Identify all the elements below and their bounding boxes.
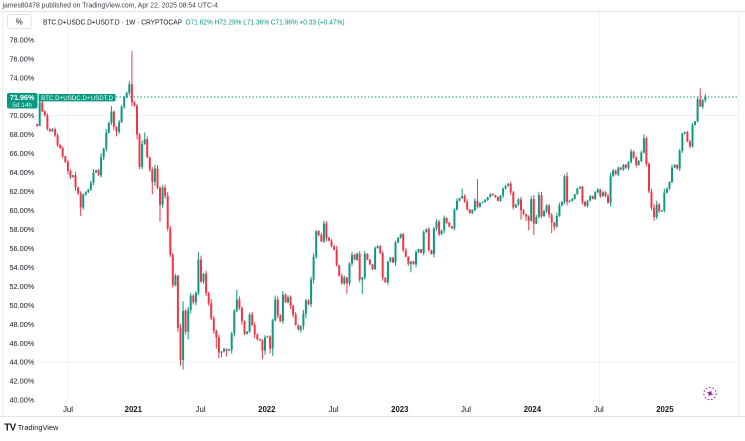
svg-text:56.00%: 56.00% [10,244,35,253]
svg-text:james80478 published on Tradin: james80478 published on TradingView.com,… [2,1,218,10]
svg-text:Jul: Jul [461,405,471,414]
svg-text:Jul: Jul [594,405,604,414]
svg-text:2024: 2024 [524,405,542,414]
svg-text:TradingView: TradingView [18,423,59,432]
svg-text:TV: TV [4,422,16,433]
svg-text:48.00%: 48.00% [10,320,35,329]
svg-text:2025: 2025 [656,405,674,414]
svg-text:Jul: Jul [63,405,73,414]
svg-text:2021: 2021 [125,405,143,414]
svg-text:76.00%: 76.00% [10,54,35,63]
svg-text:44.00%: 44.00% [10,358,35,367]
svg-text:40.00%: 40.00% [10,396,35,405]
svg-text:50.00%: 50.00% [10,301,35,310]
svg-text:64.00%: 64.00% [10,168,35,177]
svg-text:46.00%: 46.00% [10,339,35,348]
svg-text:2022: 2022 [258,405,276,414]
svg-text:71.96%: 71.96% [10,93,35,102]
svg-text:78.00%: 78.00% [10,35,35,44]
svg-text:BTC.D+USDC.D+USDT.D · 1W · CRY: BTC.D+USDC.D+USDT.D · 1W · CRYPTOCAP [43,18,182,27]
svg-text:2023: 2023 [391,405,409,414]
svg-text:Jul: Jul [196,405,206,414]
svg-text:74.00%: 74.00% [10,73,35,82]
svg-text:42.00%: 42.00% [10,377,35,386]
svg-text:O71.62% H72.29% L71.36% C71.96: O71.62% H72.29% L71.36% C71.96% +0.33 (+… [186,18,345,27]
svg-text:%: % [16,18,23,27]
svg-text:58.00%: 58.00% [10,225,35,234]
svg-text:BTC.D+USDC.D+USDT.D: BTC.D+USDC.D+USDT.D [41,95,113,102]
svg-text:62.00%: 62.00% [10,187,35,196]
svg-text:60.00%: 60.00% [10,206,35,215]
svg-text:66.00%: 66.00% [10,149,35,158]
svg-text:70.00%: 70.00% [10,111,35,120]
svg-text:54.00%: 54.00% [10,263,35,272]
svg-text:Jul: Jul [329,405,339,414]
svg-text:52.00%: 52.00% [10,282,35,291]
svg-text:68.00%: 68.00% [10,130,35,139]
svg-text:5d 14h: 5d 14h [12,102,32,109]
